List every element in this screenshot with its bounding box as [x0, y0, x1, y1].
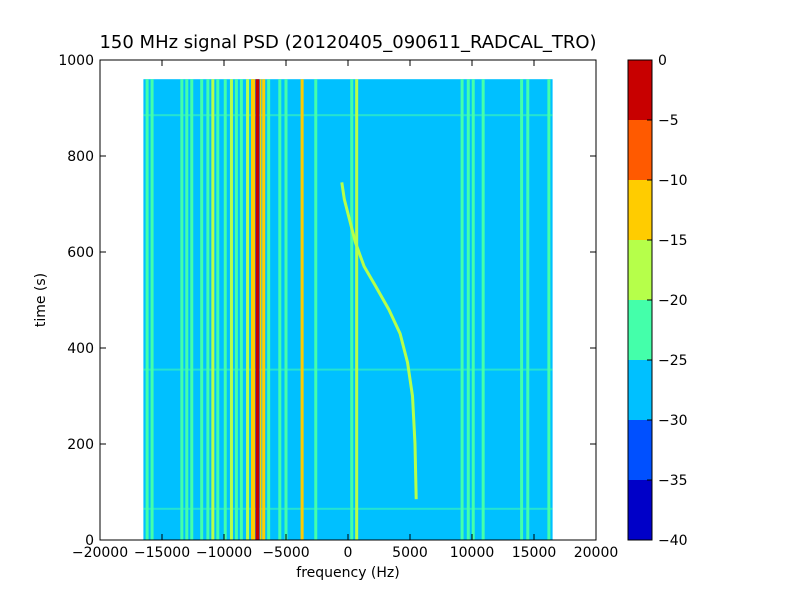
x-tick-label: −5000 — [262, 545, 309, 561]
x-tick-label: 20000 — [574, 545, 619, 561]
x-axis-label: frequency (Hz) — [296, 565, 399, 581]
colorbar-band — [628, 240, 652, 300]
y-tick-label: 600 — [67, 245, 94, 261]
colorbar-band — [628, 180, 652, 240]
colorbar-tick-label: −20 — [658, 293, 688, 309]
signal-line — [223, 79, 227, 540]
x-tick-label: 5000 — [392, 545, 428, 561]
x-tick-label: 15000 — [512, 545, 557, 561]
signal-line — [234, 79, 238, 540]
colorbar-tick-label: −40 — [658, 533, 688, 549]
drifting-signal — [340, 182, 418, 500]
signal-line — [284, 79, 288, 540]
y-tick-label: 800 — [67, 149, 94, 165]
colorbar-band — [628, 120, 652, 180]
signal-line — [278, 79, 282, 540]
signal-line — [466, 79, 470, 540]
signal-line — [520, 79, 524, 540]
chart-title: 150 MHz signal PSD (20120405_090611_RADC… — [99, 32, 596, 53]
y-axis-ticks: 0 200 400 600 800 1000 — [58, 53, 596, 549]
y-tick-label: 400 — [67, 341, 94, 357]
horizontal-streak — [143, 368, 553, 371]
x-axis-ticks: −20000 −15000 −10000 −5000 0 5000 10000 15000 20… — [72, 60, 618, 561]
x-tick-label: 10000 — [450, 545, 495, 561]
signal-line — [150, 79, 154, 540]
signal-line — [547, 79, 551, 540]
signal-line — [300, 79, 304, 540]
colorbar-bands — [628, 60, 652, 540]
colorbar-tick-label: −15 — [658, 233, 688, 249]
signal-line — [267, 79, 271, 540]
signal-line — [206, 79, 210, 540]
y-tick-label: 1000 — [58, 53, 94, 69]
colorbar-band — [628, 420, 652, 480]
x-tick-label: −10000 — [196, 545, 252, 561]
x-tick-label: −15000 — [134, 545, 190, 561]
signal-line — [314, 79, 318, 540]
heatmap-background — [143, 79, 553, 540]
signal-line-halo — [259, 79, 262, 540]
signal-line — [190, 79, 194, 540]
x-tick-label: 0 — [344, 545, 353, 561]
signal-line — [355, 79, 359, 540]
colorbar-tick-label: −10 — [658, 173, 688, 189]
colorbar-tick-label: −35 — [658, 473, 688, 489]
horizontal-streak — [143, 114, 553, 117]
colorbar: 0 −5 −10 −15 −20 −25 −30 −35 −40 — [627, 53, 688, 549]
signal-line — [145, 79, 149, 540]
signal-line — [200, 79, 204, 540]
signal-line — [246, 79, 250, 540]
signal-line — [481, 79, 485, 540]
signal-line — [350, 79, 354, 540]
colorbar-band — [628, 60, 652, 120]
signal-line — [526, 79, 530, 540]
signal-line — [185, 79, 189, 540]
signal-line — [251, 79, 255, 540]
signal-line — [211, 79, 215, 540]
signal-line — [255, 79, 260, 540]
y-tick-label: 0 — [85, 533, 94, 549]
colorbar-band — [628, 480, 652, 540]
signal-line — [180, 79, 184, 540]
colorbar-band — [628, 300, 652, 360]
colorbar-tick-label: −25 — [658, 353, 688, 369]
colorbar-tick-label: 0 — [658, 53, 667, 69]
horizontal-streak — [143, 507, 553, 510]
signal-line-halo — [253, 79, 255, 540]
colorbar-tick-label: −30 — [658, 413, 688, 429]
signal-line — [262, 79, 266, 540]
signal-line — [471, 79, 475, 540]
x-tick-label: −20000 — [72, 545, 128, 561]
signal-line — [216, 79, 220, 540]
colorbar-ticks: 0 −5 −10 −15 −20 −25 −30 −35 −40 — [647, 53, 688, 549]
signal-line — [460, 79, 464, 540]
colorbar-tick-label: −5 — [658, 113, 679, 129]
colorbar-band — [628, 360, 652, 420]
y-axis-label: time (s) — [33, 273, 49, 327]
y-tick-label: 200 — [67, 437, 94, 453]
signal-line — [229, 79, 233, 540]
heatmap-layer — [143, 79, 553, 540]
signal-line — [239, 79, 243, 540]
plot-area: −20000 −15000 −10000 −5000 0 5000 10000 15000 20… — [58, 53, 618, 561]
